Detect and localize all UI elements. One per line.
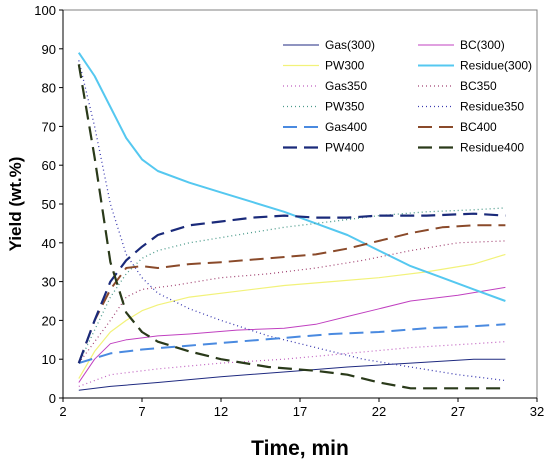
series-line-pw300 (78, 253, 506, 379)
legend-label: PW300 (325, 59, 365, 73)
series-layer (77, 52, 506, 391)
legend-item: PW300 (283, 59, 365, 73)
x-tick-label: 7 (138, 404, 145, 419)
legend-item: BC(300) (418, 38, 505, 52)
legend-item: PW350 (283, 100, 365, 114)
legend-item: Gas400 (283, 120, 367, 134)
legend-label: Gas350 (325, 79, 367, 93)
y-tick-label: 100 (34, 3, 56, 18)
legend-label: PW400 (325, 141, 365, 155)
legend-item: Gas350 (283, 79, 367, 93)
y-axis-title: Yield (wt.%) (6, 157, 25, 252)
legend-item: Gas(300) (283, 38, 375, 52)
y-tick-label: 10 (42, 352, 56, 367)
series-line-pw350 (78, 207, 506, 364)
series-line-bc400 (77, 224, 506, 364)
y-axis-ticks: 0 10 20 30 40 50 60 70 80 90 100 (34, 3, 63, 406)
legend-item: Residue400 (418, 141, 524, 155)
y-tick-label: 30 (42, 275, 56, 290)
y-tick-label: 90 (42, 42, 56, 57)
y-tick-label: 60 (42, 158, 56, 173)
legend-label: PW350 (325, 100, 365, 114)
legend: Gas(300) BC(300) PW300 Residue(300) Gas350 BC… (283, 38, 532, 155)
x-tick-label: 2 (59, 404, 66, 419)
legend-label: BC400 (460, 120, 497, 134)
series-line-gas-300 (78, 358, 506, 391)
x-tick-label: 17 (293, 404, 307, 419)
series-line-residue400 (77, 64, 506, 390)
legend-item: Residue(300) (418, 59, 532, 73)
y-tick-label: 20 (42, 313, 56, 328)
legend-label: Residue400 (460, 141, 524, 155)
y-tick-label: 70 (42, 119, 56, 134)
legend-label: Residue(300) (460, 59, 532, 73)
y-tick-label: 80 (42, 81, 56, 96)
x-tick-label: 32 (530, 404, 544, 419)
series-line-gas350 (78, 341, 506, 387)
y-tick-label: 40 (42, 236, 56, 251)
series-line-pw400 (77, 212, 506, 364)
legend-item: PW400 (283, 141, 365, 155)
series-line-bc-300 (78, 286, 506, 383)
series-line-gas400 (78, 323, 506, 365)
x-tick-label: 12 (214, 404, 228, 419)
x-axis-title: Time, min (251, 437, 349, 460)
legend-label: Residue350 (460, 100, 524, 114)
legend-label: BC350 (460, 79, 497, 93)
y-tick-label: 50 (42, 197, 56, 212)
x-tick-label: 27 (451, 404, 465, 419)
legend-item: BC400 (418, 120, 497, 134)
x-tick-label: 22 (372, 404, 386, 419)
legend-label: BC(300) (460, 38, 505, 52)
legend-label: Gas(300) (325, 38, 375, 52)
plot-area (62, 9, 538, 399)
legend-item: Residue350 (418, 100, 524, 114)
series-line-residue-300 (77, 52, 506, 302)
legend-label: Gas400 (325, 120, 367, 134)
x-axis-ticks: 2 7 12 17 22 27 32 (59, 398, 544, 419)
y-tick-label: 0 (49, 391, 56, 406)
legend-item: BC350 (418, 79, 497, 93)
